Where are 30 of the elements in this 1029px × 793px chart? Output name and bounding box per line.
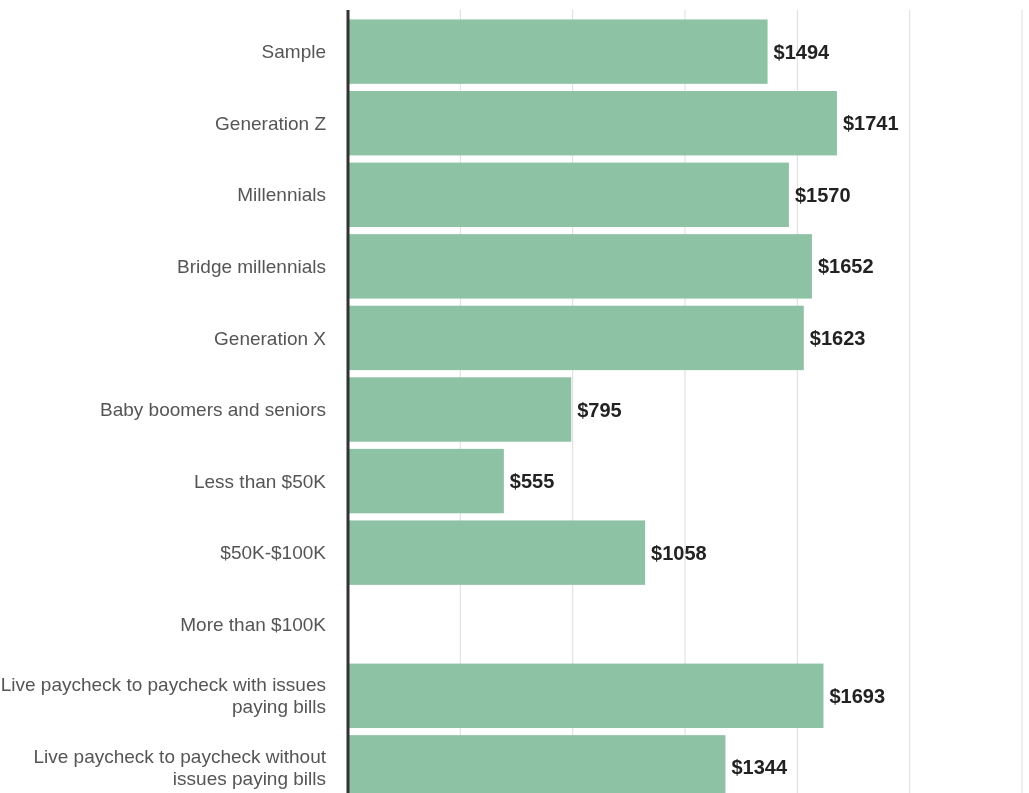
bar bbox=[348, 305, 804, 371]
data-label: $1344 bbox=[731, 756, 788, 779]
y-tick-label: Millennials bbox=[237, 184, 326, 206]
y-tick-label: More than $100K bbox=[180, 613, 327, 635]
data-label: $1652 bbox=[817, 255, 874, 278]
data-label: $1741 bbox=[842, 112, 899, 135]
data-label: $1058 bbox=[651, 541, 707, 564]
data-label: $1693 bbox=[829, 684, 886, 707]
y-tick-label: Sample bbox=[261, 41, 326, 63]
y-tick-label: Bridge millennials bbox=[177, 256, 326, 278]
y-tick-label: Baby boomers and seniors bbox=[99, 399, 326, 421]
y-tick-label: Live paycheck to paycheck without issues paying bills bbox=[33, 746, 327, 790]
bar bbox=[348, 234, 812, 299]
y-tick-label: Less than $50K bbox=[193, 470, 327, 492]
bar bbox=[348, 91, 837, 156]
bar bbox=[348, 520, 646, 585]
data-label: $1494 bbox=[773, 40, 831, 63]
data-label: $1570 bbox=[794, 183, 851, 206]
bar bbox=[348, 663, 824, 728]
y-tick-label: Live paycheck to paycheck with issues paying bills bbox=[0, 674, 326, 718]
bar bbox=[348, 377, 572, 442]
data-label: $795 bbox=[577, 398, 622, 421]
data-label: $1623 bbox=[809, 326, 866, 349]
data-label: $555 bbox=[509, 470, 555, 493]
y-tick-label: $50K-$100K bbox=[220, 542, 327, 564]
bar bbox=[348, 19, 768, 84]
y-tick-label: Generation Z bbox=[215, 112, 327, 134]
bar bbox=[348, 162, 789, 227]
bar bbox=[348, 448, 504, 514]
y-tick-label: Generation X bbox=[214, 327, 327, 349]
